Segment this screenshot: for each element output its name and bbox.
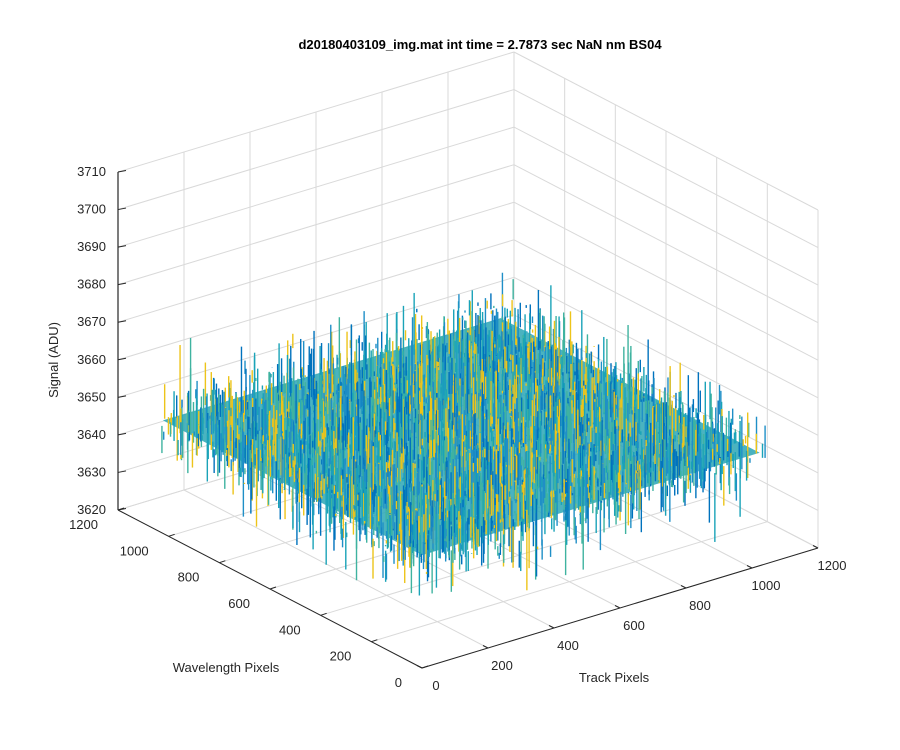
grid-line [371, 521, 768, 643]
z-tick [117, 282, 127, 286]
chart-title: d20180403109_img.mat int time = 2.7873 s… [298, 37, 662, 52]
y-tick-label: 400 [279, 622, 301, 637]
grid-line [513, 164, 819, 324]
grid-line [513, 276, 819, 436]
z-tick-label: 3640 [77, 427, 106, 442]
y-tick-label: 800 [178, 570, 200, 585]
z-tick [117, 357, 127, 361]
grid-line [513, 126, 819, 286]
x-tick-label: 1000 [752, 578, 781, 593]
x-axis-label: Track Pixels [579, 670, 650, 685]
y-tick [117, 507, 125, 511]
z-tick [117, 470, 127, 473]
grid-line [513, 201, 819, 361]
z-tick-label: 3680 [77, 277, 106, 292]
z-axis-label: Signal (ADU) [46, 322, 61, 398]
y-tick-label: 200 [330, 649, 352, 664]
surface [161, 272, 766, 596]
x-tick-label: 200 [491, 658, 513, 673]
z-tick-label: 3620 [77, 502, 106, 517]
x-tick [482, 645, 489, 649]
z-tick-label: 3650 [77, 389, 106, 404]
y-tick-label: 0 [395, 675, 402, 690]
grid-line [117, 164, 515, 286]
z-tick [117, 207, 127, 211]
z-tick-label: 3710 [77, 164, 106, 179]
y-tick [219, 560, 226, 564]
y-tick [269, 586, 277, 590]
x-tick [548, 625, 555, 629]
tick-labels: 3620 3630 3640 3650 3660 3670 3680 3690 3700 3710… [69, 164, 846, 693]
grid-line [117, 239, 515, 361]
z-tick-label: 3700 [77, 202, 106, 217]
z-tick-label: 3630 [77, 464, 106, 479]
x-tick [680, 585, 687, 589]
x-tick [746, 565, 753, 569]
y-tick [421, 665, 429, 669]
grid-line [117, 201, 515, 323]
grid-line [513, 239, 819, 399]
z-tick [117, 432, 127, 436]
z-tick [117, 395, 127, 398]
z-tick [117, 320, 127, 323]
y-tick-label: 1200 [69, 517, 98, 532]
y-tick [168, 533, 175, 537]
z-tick-label: 3690 [77, 239, 106, 254]
grid-line [117, 126, 515, 248]
y-tick [320, 612, 327, 616]
axes [117, 170, 819, 669]
grid-line [117, 276, 515, 398]
y-axis-label: Wavelength Pixels [173, 660, 280, 675]
z-tick-label: 3670 [77, 314, 106, 329]
x-tick-label: 600 [623, 618, 645, 633]
x-tick-label: 0 [432, 678, 439, 693]
x-tick-label: 1200 [818, 558, 847, 573]
grid-line [513, 89, 819, 248]
x-tick-label: 800 [689, 598, 711, 613]
y-tick-label: 600 [228, 596, 250, 611]
grid-line [117, 51, 515, 173]
grid-line [513, 51, 819, 211]
x-tick [614, 605, 621, 609]
grid-line [117, 89, 515, 211]
x-tick [416, 665, 423, 669]
y-tick [371, 639, 378, 643]
x-tick [812, 545, 819, 549]
z-tick [117, 170, 127, 173]
z-tick [117, 245, 127, 248]
z-tick-label: 3660 [77, 352, 106, 367]
x-tick-label: 400 [557, 638, 579, 653]
y-tick-label: 1000 [120, 543, 149, 558]
